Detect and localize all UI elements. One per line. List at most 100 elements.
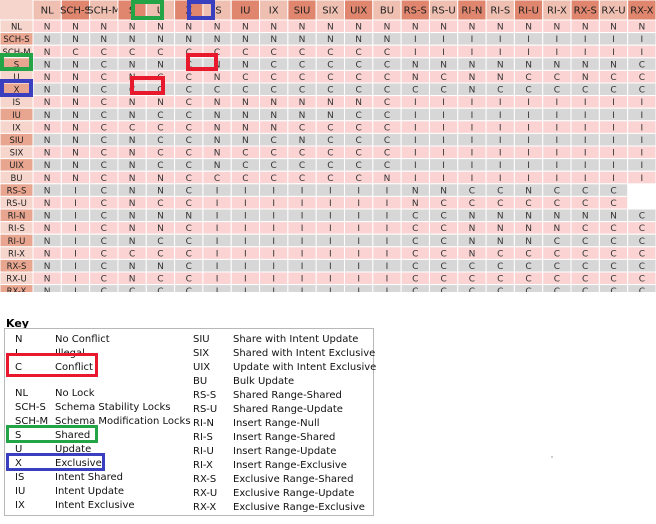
matrix-cell: C [327,73,333,83]
matrix-cell: I [301,237,304,247]
matrix-cell: N [44,35,51,45]
matrix-cell: I [584,174,587,184]
column-header: SIX [322,6,338,17]
matrix-cell: C [469,287,475,292]
matrix-cell: C [582,224,588,234]
matrix-cell: C [384,86,390,96]
matrix-cell: I [612,111,615,121]
key-abbr: RI-U [193,446,214,457]
matrix-cell: I [584,161,587,171]
matrix-cell: C [384,149,390,159]
matrix-cell: C [497,262,503,272]
matrix-cell: I [556,149,559,159]
matrix-cell: N [327,98,334,108]
matrix-cell: C [554,249,560,259]
matrix-cell: C [497,199,503,209]
matrix-cell: N [270,23,277,33]
matrix-cell: C [639,287,645,292]
matrix-cell: N [44,212,51,222]
matrix-cell: I [442,123,445,133]
matrix-cell: C [186,287,192,292]
matrix-cell: C [440,262,446,272]
matrix-cell: I [244,287,247,292]
matrix-cell: I [641,111,644,121]
matrix-cell: C [412,237,418,247]
matrix-cell: N [525,60,532,70]
key-description: Shared Range-Update [233,404,343,415]
matrix-cell: N [242,111,249,121]
matrix-cell: C [186,73,192,83]
matrix-cell: C [271,48,277,58]
matrix-cell: I [556,161,559,171]
matrix-cell: N [242,123,249,133]
column-header: RX-S [574,6,597,17]
matrix-cell: I [216,262,219,272]
matrix-cell: I [442,98,445,108]
matrix-cell: N [525,224,532,234]
matrix-cell: I [216,249,219,259]
matrix-cell: C [157,48,163,58]
matrix-cell: I [527,136,530,146]
matrix-cell: I [244,224,247,234]
matrix-cell: I [612,149,615,159]
matrix-cell: C [412,275,418,285]
matrix-cell: C [299,48,305,58]
matrix-cell: C [186,275,192,285]
matrix-cell: I [414,161,417,171]
matrix-cell: N [638,23,645,33]
matrix-cell: C [639,262,645,272]
matrix-cell: C [101,48,107,58]
matrix-cell: C [157,275,163,285]
matrix-cell: N [44,73,51,83]
matrix-cell: I [74,237,77,247]
matrix-cell: N [525,23,532,33]
matrix-cell: C [299,73,305,83]
matrix-cell: C [101,287,107,292]
matrix-cell: C [356,86,362,96]
row-header: RS-U [6,199,27,209]
matrix-cell: N [214,136,221,146]
matrix-cell: I [386,287,389,292]
matrix-cell: N [242,35,249,45]
matrix-cell: C [129,123,135,133]
matrix-cell: C [469,199,475,209]
matrix-cell: C [356,136,362,146]
key-legend: N No Conflict I Illegal C Conflict NL No Lock SC… [4,328,377,516]
matrix-cell: I [244,212,247,222]
column-header: SCH-M [87,6,120,17]
matrix-cell: I [584,136,587,146]
matrix-cell: N [214,35,221,45]
matrix-cell: C [554,73,560,83]
matrix-cell: C [186,98,192,108]
matrix-cell: I [414,111,417,121]
key-abbr: IU [15,486,26,497]
matrix-cell: I [357,224,360,234]
matrix-cell: N [157,224,164,234]
matrix-cell: C [554,86,560,96]
matrix-cell: C [497,275,503,285]
matrix-cell: N [214,111,221,121]
matrix-cell: I [301,224,304,234]
matrix-cell: I [329,287,332,292]
column-header: RI-X [547,6,567,17]
matrix-cell: N [157,186,164,196]
row-header: RI-S [8,224,25,234]
matrix-cell: C [639,212,645,222]
matrix-cell: C [101,262,107,272]
key-abbr: RI-S [193,432,213,443]
row-header: BU [10,174,22,184]
matrix-cell: N [100,35,107,45]
matrix-cell: C [440,199,446,209]
matrix-cell: N [129,73,136,83]
matrix-cell: I [499,174,502,184]
key-description: Insert Range-Shared [233,432,336,443]
matrix-cell: C [582,249,588,259]
matrix-cell: C [299,60,305,70]
matrix-cell: N [44,149,51,159]
matrix-cell: I [556,174,559,184]
key-description: Update with Intent Exclusive [233,362,377,373]
matrix-cell: C [101,212,107,222]
matrix-cell: N [469,60,476,70]
matrix-cell: N [497,224,504,234]
matrix-cell: I [527,123,530,133]
